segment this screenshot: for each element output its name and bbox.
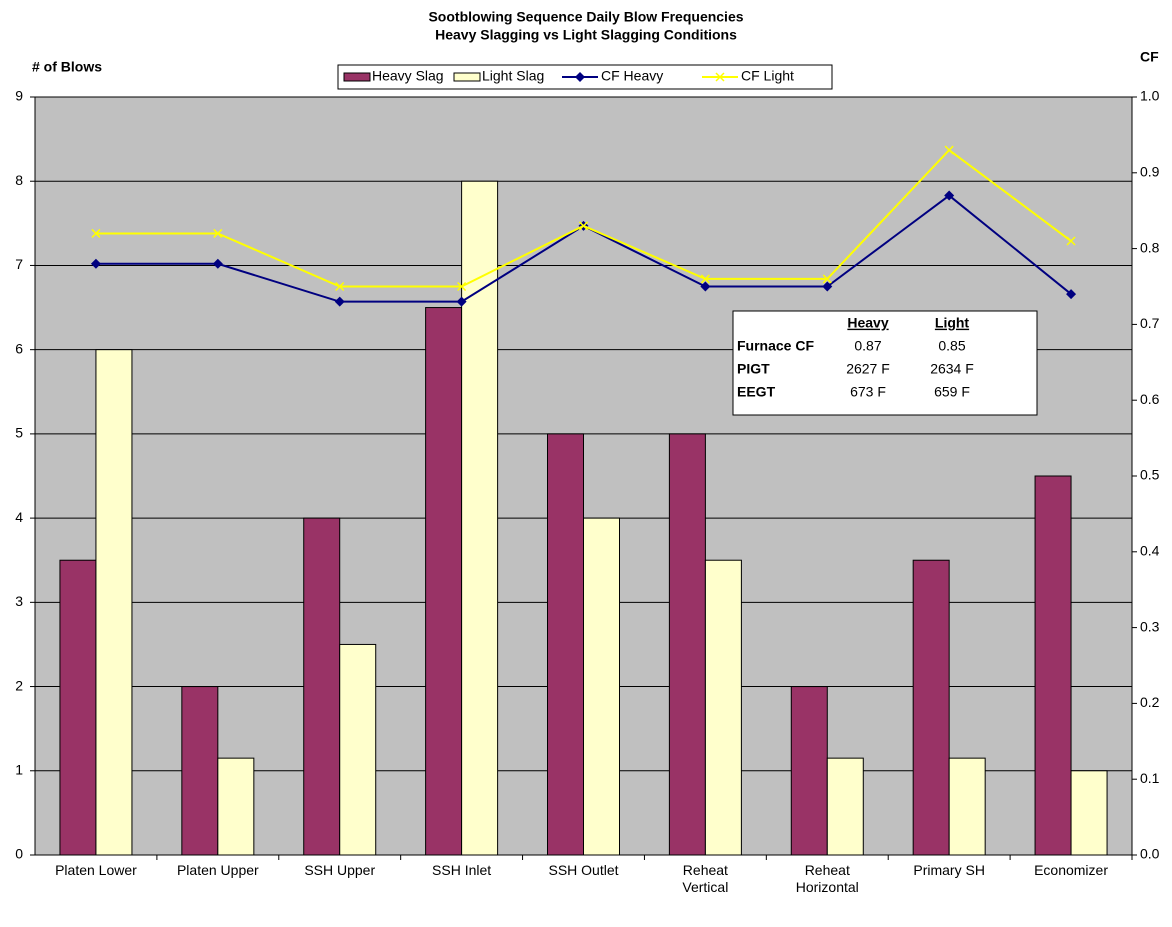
x-tick-label: SSH Outlet xyxy=(548,862,619,878)
bar xyxy=(912,559,950,856)
line-marker xyxy=(578,221,589,231)
table-row-label: Furnace CF xyxy=(737,338,814,354)
line-marker xyxy=(700,274,710,284)
line-marker xyxy=(822,274,832,284)
line-marker xyxy=(700,281,711,292)
y-tick-label: 2 xyxy=(15,677,23,693)
bar xyxy=(790,686,828,856)
bar xyxy=(668,433,706,856)
y-tick-label: 8 xyxy=(15,172,23,188)
legend-swatch xyxy=(343,72,371,82)
y-tick-label: 5 xyxy=(15,425,23,441)
bar xyxy=(948,757,986,856)
chart-subtitle: Heavy Slagging vs Light Slagging Conditi… xyxy=(435,27,737,43)
bar xyxy=(303,517,341,856)
x-tick-label: SSH Upper xyxy=(304,862,376,878)
legend-label: CF Light xyxy=(741,68,794,84)
x-tick-label: SSH Inlet xyxy=(432,862,492,878)
y2-tick-label: 0.8 xyxy=(1140,239,1160,255)
legend-marker xyxy=(715,72,725,82)
y-tick-label: 6 xyxy=(15,340,23,356)
line-marker xyxy=(213,228,223,238)
line-marker xyxy=(944,145,954,155)
line-marker xyxy=(457,281,467,292)
table-cell: 0.87 xyxy=(854,338,881,354)
chart-title: Sootblowing Sequence Daily Blow Frequenc… xyxy=(428,9,743,25)
table-row-label: EEGT xyxy=(737,384,776,400)
bar xyxy=(1034,475,1072,856)
y-tick-label: 3 xyxy=(15,593,23,609)
y2-tick-label: 0.2 xyxy=(1140,694,1160,710)
inset-table-box xyxy=(732,310,1038,416)
legend-label: Light Slag xyxy=(482,68,544,84)
y-tick-label: 1 xyxy=(15,761,23,777)
x-tick-label: Reheat Horizontal xyxy=(795,862,859,895)
table-cell: 659 F xyxy=(934,384,970,400)
line-marker xyxy=(90,258,101,269)
line-marker xyxy=(91,228,101,238)
x-tick-label: Platen Upper xyxy=(176,862,259,878)
y2-axis-label: CF xyxy=(1140,49,1159,65)
bar xyxy=(95,349,133,856)
y2-tick-label: 0.7 xyxy=(1140,315,1160,331)
x-tick-label: Platen Lower xyxy=(55,862,137,878)
bar xyxy=(181,686,219,856)
y2-tick-label: 0.6 xyxy=(1140,391,1160,407)
bar xyxy=(547,433,584,856)
y-tick-label: 0 xyxy=(15,846,23,862)
table-cell: 2627 F xyxy=(846,361,890,377)
line-marker xyxy=(944,190,955,201)
line-marker xyxy=(335,281,345,292)
x-tick-label: Economizer xyxy=(1034,862,1108,878)
bar xyxy=(425,307,463,856)
y2-tick-label: 0.5 xyxy=(1140,467,1160,483)
y2-tick-label: 1.0 xyxy=(1140,88,1160,104)
table-cell: 2634 F xyxy=(930,361,974,377)
bar xyxy=(583,517,620,856)
table-header: Heavy xyxy=(847,315,888,331)
y2-tick-label: 0.3 xyxy=(1140,618,1160,634)
y2-tick-label: 0.9 xyxy=(1140,164,1160,180)
line-marker xyxy=(822,281,833,292)
legend-marker xyxy=(575,72,585,82)
legend-label: CF Heavy xyxy=(601,68,663,84)
line-marker xyxy=(212,258,223,269)
y-tick-label: 9 xyxy=(15,88,23,104)
y-tick-label: 4 xyxy=(15,509,23,525)
legend-label: Heavy Slag xyxy=(372,68,444,84)
legend-swatch xyxy=(453,72,481,82)
x-tick-label: Reheat Vertical xyxy=(682,862,729,895)
y-axis-label: # of Blows xyxy=(32,59,102,75)
bar xyxy=(217,757,255,856)
bar xyxy=(826,757,864,856)
y2-tick-label: 0.0 xyxy=(1140,846,1160,862)
line-marker xyxy=(456,296,467,307)
bar xyxy=(59,559,97,856)
table-header: Light xyxy=(935,315,970,331)
bar xyxy=(704,559,742,856)
bar xyxy=(461,180,499,856)
bar xyxy=(1070,770,1108,856)
table-cell: 0.85 xyxy=(938,338,965,354)
bar xyxy=(339,643,377,856)
line-marker xyxy=(1066,289,1077,300)
x-tick-label: Primary SH xyxy=(913,862,985,878)
y2-tick-label: 0.4 xyxy=(1140,543,1160,559)
y2-tick-label: 0.1 xyxy=(1140,770,1160,786)
line-marker xyxy=(1066,236,1076,246)
y-tick-label: 7 xyxy=(15,256,23,272)
table-cell: 673 F xyxy=(850,384,886,400)
line-marker xyxy=(334,296,345,307)
table-row-label: PIGT xyxy=(737,361,770,377)
